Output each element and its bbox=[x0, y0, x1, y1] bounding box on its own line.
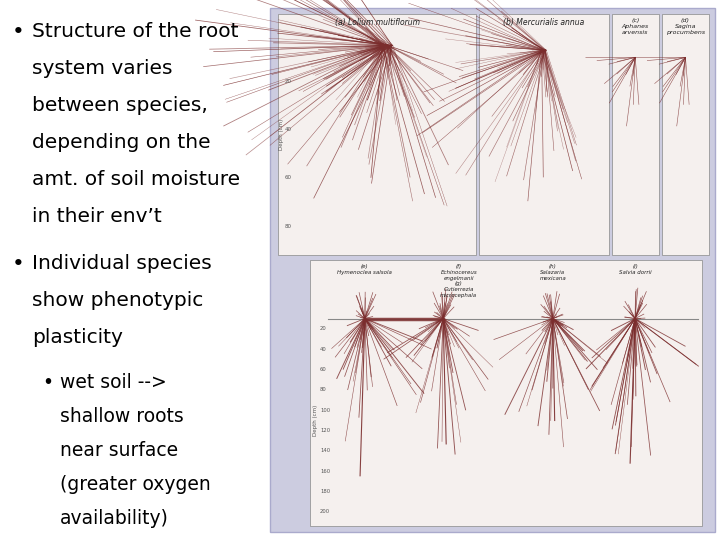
Text: depending on the: depending on the bbox=[32, 133, 211, 152]
Text: •: • bbox=[12, 22, 24, 42]
Text: in their env’t: in their env’t bbox=[32, 207, 162, 226]
Text: 80: 80 bbox=[320, 387, 327, 392]
Text: 100: 100 bbox=[320, 408, 330, 413]
Bar bbox=[310, 260, 702, 526]
Text: 160: 160 bbox=[320, 469, 330, 474]
Text: (a) Lolium multiflorum: (a) Lolium multiflorum bbox=[335, 18, 420, 27]
Text: (e)
Hymenoclea salsola: (e) Hymenoclea salsola bbox=[338, 264, 392, 275]
Text: 180: 180 bbox=[320, 489, 330, 494]
Text: (i)
Salvia dorrii: (i) Salvia dorrii bbox=[618, 264, 652, 275]
Bar bbox=[278, 14, 476, 255]
Text: (c)
Aphanes
arvensis: (c) Aphanes arvensis bbox=[621, 18, 649, 35]
Bar bbox=[480, 14, 608, 255]
Text: (h)
Salazaria
mexicana: (h) Salazaria mexicana bbox=[539, 264, 566, 281]
Text: •: • bbox=[42, 373, 53, 392]
Text: Individual species: Individual species bbox=[32, 254, 212, 273]
Text: (greater oxygen: (greater oxygen bbox=[60, 475, 211, 494]
Text: (d)
Sagina
procumbens: (d) Sagina procumbens bbox=[666, 18, 705, 35]
Bar bbox=[662, 14, 709, 255]
Text: availability): availability) bbox=[60, 509, 169, 528]
Text: shallow roots: shallow roots bbox=[60, 407, 184, 426]
Text: near surface: near surface bbox=[60, 441, 178, 460]
Text: 20: 20 bbox=[320, 326, 327, 331]
Text: plasticity: plasticity bbox=[32, 328, 123, 347]
Text: 60: 60 bbox=[285, 176, 292, 180]
Text: amt. of soil moisture: amt. of soil moisture bbox=[32, 170, 240, 189]
Text: •: • bbox=[12, 254, 24, 274]
Text: 20: 20 bbox=[285, 79, 292, 84]
Text: Depth (cm): Depth (cm) bbox=[312, 404, 318, 436]
Text: (b) Mercurialis annua: (b) Mercurialis annua bbox=[503, 18, 585, 27]
Text: (f)
Echinocereus
engelmanii
(g)
Gutierrezia
microcephala: (f) Echinocereus engelmanii (g) Gutierre… bbox=[441, 264, 477, 298]
Text: 200: 200 bbox=[320, 509, 330, 514]
Text: wet soil -->: wet soil --> bbox=[60, 373, 167, 392]
Text: 80: 80 bbox=[285, 224, 292, 228]
Text: show phenotypic: show phenotypic bbox=[32, 291, 203, 310]
Text: Depth (cm): Depth (cm) bbox=[279, 119, 284, 150]
Text: 120: 120 bbox=[320, 428, 330, 433]
Text: between species,: between species, bbox=[32, 96, 208, 115]
Text: Structure of the root: Structure of the root bbox=[32, 22, 238, 41]
Text: system varies: system varies bbox=[32, 59, 173, 78]
Text: 60: 60 bbox=[320, 367, 327, 372]
Bar bbox=[611, 14, 659, 255]
Text: 40: 40 bbox=[285, 127, 292, 132]
Text: 40: 40 bbox=[320, 347, 327, 352]
Bar bbox=[270, 8, 715, 532]
Text: 140: 140 bbox=[320, 448, 330, 453]
